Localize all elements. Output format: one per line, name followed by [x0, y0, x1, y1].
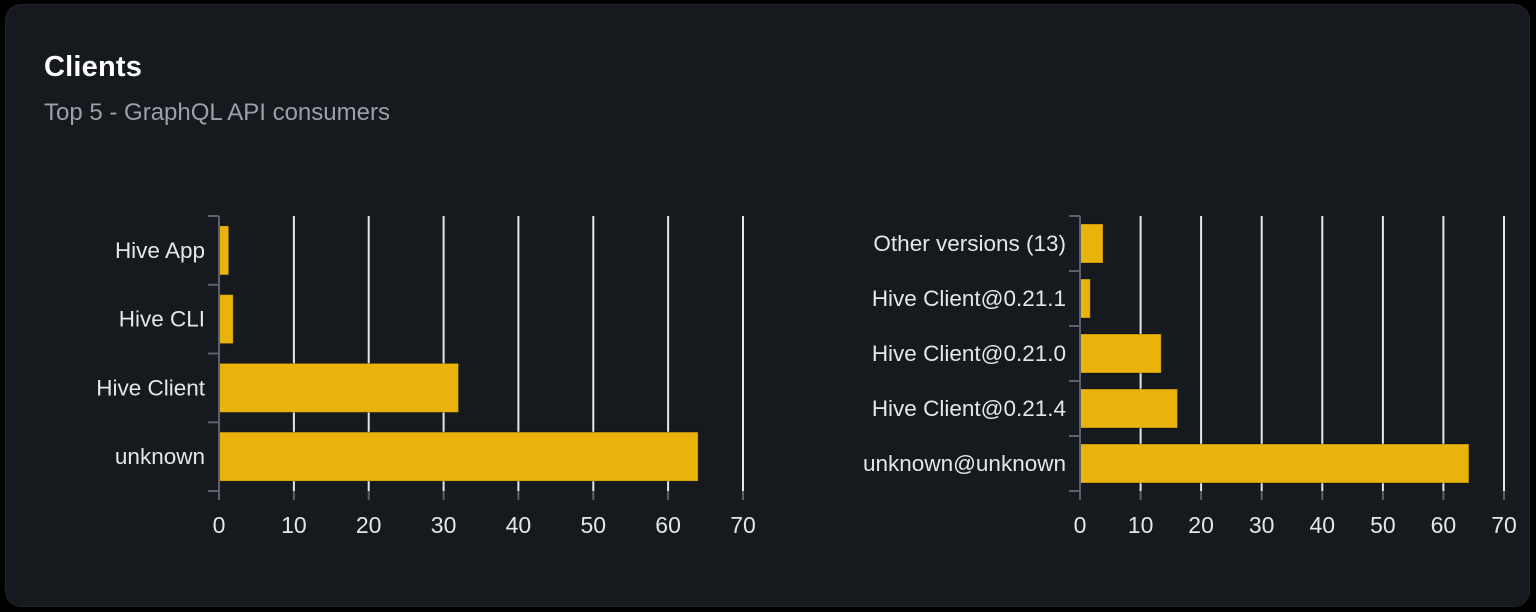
page-title: Clients [44, 51, 143, 83]
bar[interactable] [218, 294, 234, 345]
bar[interactable] [1079, 223, 1104, 264]
category-label: Other versions (13) [873, 231, 1066, 256]
bar[interactable] [1079, 278, 1091, 319]
x-tick-label: 30 [431, 512, 457, 538]
x-tick-label: 60 [655, 512, 681, 538]
category-label: Hive Client@0.21.0 [872, 341, 1066, 366]
category-label: Hive CLI [119, 307, 205, 332]
bar[interactable] [1079, 443, 1470, 484]
x-tick-label: 30 [1249, 512, 1275, 538]
category-label: Hive App [115, 238, 205, 263]
bar[interactable] [218, 431, 699, 482]
category-label: Hive Client [96, 375, 206, 400]
page-subtitle: Top 5 - GraphQL API consumers [44, 99, 390, 126]
bar[interactable] [218, 362, 459, 413]
category-label: Hive Client@0.21.1 [872, 286, 1066, 311]
bar[interactable] [1079, 333, 1162, 374]
x-tick-label: 10 [281, 512, 307, 538]
x-tick-label: 50 [1370, 512, 1396, 538]
x-tick-label: 40 [506, 512, 532, 538]
x-tick-label: 20 [356, 512, 382, 538]
bar[interactable] [1079, 388, 1178, 429]
category-label: Hive Client@0.21.4 [872, 396, 1066, 421]
x-tick-label: 0 [1074, 512, 1087, 538]
x-tick-label: 70 [1491, 512, 1517, 538]
x-tick-label: 50 [581, 512, 607, 538]
clients-by-name-svg: 0 10 20 30 40 50 60 70 Hive App Hive CLI Hive Clie… [96, 215, 756, 538]
x-tick-label: 10 [1128, 512, 1154, 538]
x-tick-label: 60 [1431, 512, 1457, 538]
bar[interactable] [218, 225, 230, 276]
clients-by-version-chart: 0 10 20 30 40 50 60 70 Other versions (13) Hive C… [845, 204, 1530, 554]
x-tick-label: 20 [1188, 512, 1214, 538]
x-tick-label: 70 [730, 512, 756, 538]
category-label: unknown@unknown [863, 451, 1066, 476]
x-tick-label: 0 [213, 512, 226, 538]
category-label: unknown [115, 444, 205, 469]
x-tick-label: 40 [1310, 512, 1336, 538]
clients-by-name-chart: 0 10 20 30 40 50 60 70 Hive App Hive CLI Hive Clie… [94, 204, 769, 554]
clients-card: Clients Top 5 - GraphQL API consumers 0 1… [5, 4, 1530, 607]
clients-by-version-svg: 0 10 20 30 40 50 60 70 Other versions (13) Hive C… [863, 215, 1517, 538]
